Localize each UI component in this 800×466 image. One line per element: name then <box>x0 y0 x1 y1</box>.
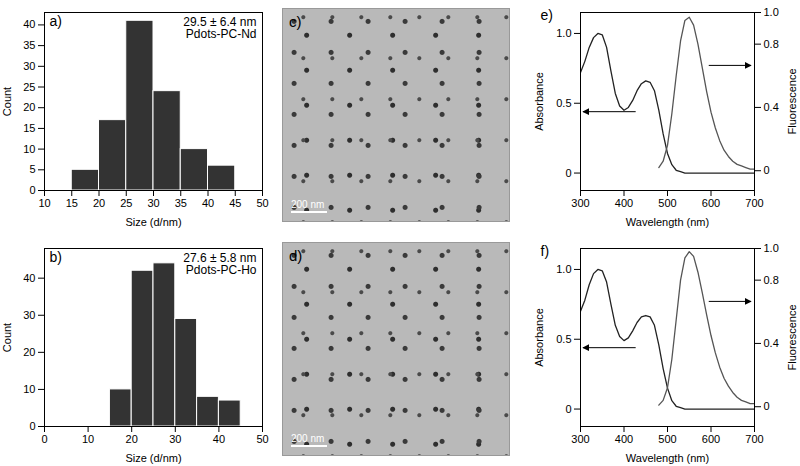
svg-text:a): a) <box>50 13 62 29</box>
svg-text:Count: Count <box>1 323 13 352</box>
svg-text:400: 400 <box>615 197 633 209</box>
html-text:200 nm: 200 nm <box>291 199 325 210</box>
svg-text:f): f) <box>541 243 550 259</box>
svg-text:25: 25 <box>120 197 132 209</box>
svg-text:29.5 ± 6.4 nmPdots-PC-Nd: 29.5 ± 6.4 nmPdots-PC-Nd <box>183 15 256 41</box>
html-text:200 nm: 200 nm <box>291 433 325 444</box>
svg-text:0.8: 0.8 <box>764 38 779 50</box>
svg-text:10: 10 <box>23 143 35 155</box>
svg-text:0.4: 0.4 <box>764 101 779 113</box>
svg-text:Count: Count <box>1 87 13 116</box>
svg-text:1.0: 1.0 <box>556 27 571 39</box>
svg-text:0: 0 <box>565 167 571 179</box>
html-text:d): d) <box>289 247 303 264</box>
svg-text:1.0: 1.0 <box>764 6 779 18</box>
svg-text:Size (d/nm): Size (d/nm) <box>125 452 181 464</box>
svg-text:27.6 ± 5.8 nmPdots-PC-Ho: 27.6 ± 5.8 nmPdots-PC-Ho <box>183 251 257 277</box>
svg-text:Fluorescence: Fluorescence <box>786 304 798 370</box>
svg-text:0.4: 0.4 <box>764 337 779 349</box>
svg-text:300: 300 <box>571 197 589 209</box>
svg-text:10: 10 <box>23 383 35 395</box>
svg-text:300: 300 <box>571 433 589 445</box>
svg-text:Size (d/nm): Size (d/nm) <box>125 216 181 228</box>
svg-text:0.5: 0.5 <box>556 97 571 109</box>
svg-text:30: 30 <box>147 197 159 209</box>
svg-text:40: 40 <box>23 272 35 284</box>
svg-text:30: 30 <box>23 309 35 321</box>
svg-text:25: 25 <box>23 81 35 93</box>
svg-text:10: 10 <box>82 433 94 445</box>
svg-text:600: 600 <box>702 197 720 209</box>
svg-text:50: 50 <box>256 197 268 209</box>
svg-text:Absorbance: Absorbance <box>533 72 545 131</box>
svg-text:5: 5 <box>29 163 35 175</box>
svg-text:50: 50 <box>256 433 268 445</box>
svg-text:0: 0 <box>764 164 770 176</box>
svg-text:20: 20 <box>93 197 105 209</box>
svg-text:35: 35 <box>23 39 35 51</box>
svg-text:700: 700 <box>745 197 763 209</box>
svg-text:20: 20 <box>126 433 138 445</box>
svg-text:700: 700 <box>745 433 763 445</box>
svg-text:30: 30 <box>169 433 181 445</box>
svg-text:40: 40 <box>213 433 225 445</box>
svg-text:500: 500 <box>658 197 676 209</box>
svg-text:1.0: 1.0 <box>764 242 779 254</box>
svg-text:30: 30 <box>23 60 35 72</box>
svg-text:0: 0 <box>41 433 47 445</box>
svg-text:15: 15 <box>23 122 35 134</box>
svg-text:10: 10 <box>38 197 50 209</box>
svg-text:0: 0 <box>565 403 571 415</box>
svg-text:1.0: 1.0 <box>556 263 571 275</box>
svg-text:Wavelength (nm): Wavelength (nm) <box>626 216 709 228</box>
svg-text:0: 0 <box>29 184 35 196</box>
svg-text:0.8: 0.8 <box>764 274 779 286</box>
svg-text:40: 40 <box>23 18 35 30</box>
svg-text:45: 45 <box>229 197 241 209</box>
svg-text:600: 600 <box>702 433 720 445</box>
svg-text:0: 0 <box>764 400 770 412</box>
svg-text:0.5: 0.5 <box>556 333 571 345</box>
svg-text:Wavelength (nm): Wavelength (nm) <box>626 452 709 464</box>
svg-text:15: 15 <box>66 197 78 209</box>
svg-text:20: 20 <box>23 346 35 358</box>
html-text:c): c) <box>289 13 302 30</box>
svg-text:e): e) <box>541 7 553 23</box>
svg-text:b): b) <box>50 249 62 265</box>
svg-text:400: 400 <box>615 433 633 445</box>
svg-text:500: 500 <box>658 433 676 445</box>
svg-text:35: 35 <box>175 197 187 209</box>
svg-text:20: 20 <box>23 101 35 113</box>
svg-text:Absorbance: Absorbance <box>533 308 545 367</box>
svg-text:40: 40 <box>202 197 214 209</box>
svg-text:Fluorescence: Fluorescence <box>786 68 798 134</box>
svg-text:0: 0 <box>29 420 35 432</box>
